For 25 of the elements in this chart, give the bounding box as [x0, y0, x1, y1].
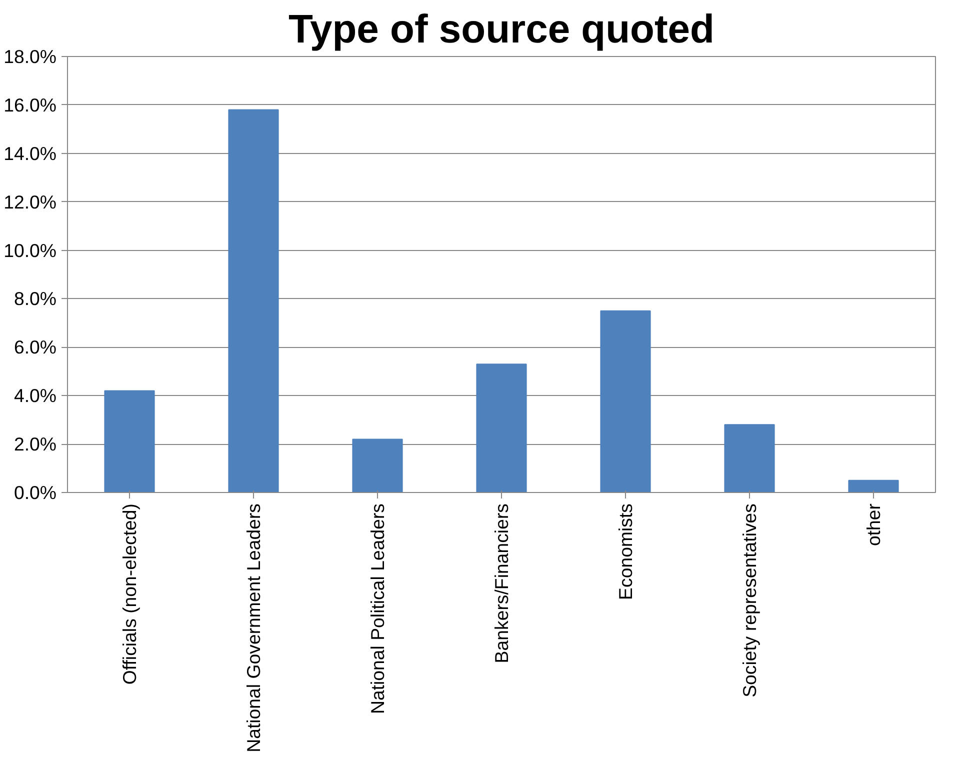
- y-tick-label: 14.0%: [4, 142, 57, 164]
- bar: [104, 390, 155, 492]
- y-tick-label: 2.0%: [14, 434, 57, 455]
- y-tick-label: 4.0%: [14, 385, 57, 406]
- x-tick-label: National Political Leaders: [367, 503, 388, 714]
- x-tick-label: Officials (non-elected): [119, 503, 140, 685]
- y-tick-label: 16.0%: [4, 94, 57, 116]
- bar: [476, 364, 527, 492]
- y-tick-label: 8.0%: [14, 288, 57, 310]
- x-tick-label: National Government Leaders: [243, 504, 264, 752]
- bar: [724, 424, 775, 492]
- x-tick-label: other: [863, 503, 884, 546]
- y-tick-label: 12.0%: [4, 191, 57, 212]
- bar: [228, 109, 279, 492]
- y-tick-label: 6.0%: [14, 336, 57, 358]
- x-tick-label: Bankers/Financiers: [491, 503, 512, 664]
- bar: [352, 438, 403, 492]
- x-tick-label: Society representatives: [739, 503, 760, 698]
- chart-title: Type of source quoted: [288, 8, 714, 52]
- y-tick-label: 10.0%: [4, 240, 57, 261]
- y-tick-label: 18.0%: [4, 46, 57, 67]
- bar: [848, 480, 899, 492]
- bar: [600, 310, 651, 492]
- y-tick-label: 0.0%: [14, 482, 57, 503]
- x-tick-label: Economists: [615, 503, 636, 600]
